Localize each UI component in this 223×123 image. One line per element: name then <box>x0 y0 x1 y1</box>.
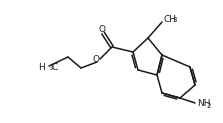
Text: 2: 2 <box>207 102 211 108</box>
Text: 3: 3 <box>48 66 53 71</box>
Text: O: O <box>93 55 99 64</box>
Text: H: H <box>38 62 45 71</box>
Text: O: O <box>99 25 105 34</box>
Text: C: C <box>51 62 57 71</box>
Text: CH: CH <box>164 15 177 23</box>
Text: NH: NH <box>197 100 211 108</box>
Text: 3: 3 <box>172 17 176 23</box>
